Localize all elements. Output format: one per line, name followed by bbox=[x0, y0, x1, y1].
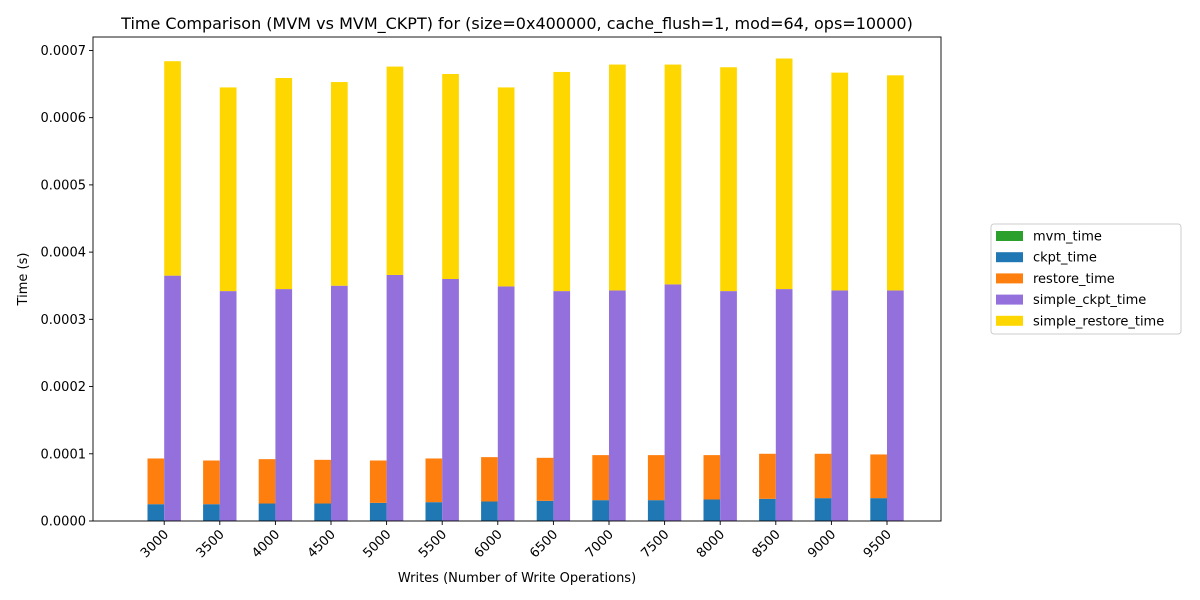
y-tick-label: 0.0003 bbox=[41, 313, 87, 328]
bar-restore-time-4500 bbox=[314, 459, 331, 504]
bar-restore-time-9000 bbox=[814, 453, 832, 499]
bar-restore-time-6000 bbox=[481, 457, 498, 502]
legend-swatch-ckpt-time bbox=[996, 252, 1023, 263]
bar-ckpt-time-5500 bbox=[425, 502, 443, 521]
bar-ckpt-time-3500 bbox=[203, 504, 220, 521]
legend-label-mvm-time: mvm_time bbox=[1033, 230, 1102, 245]
bar-ckpt-time-3000 bbox=[147, 504, 165, 521]
bar-simple-ckpt-time-4000 bbox=[275, 289, 293, 521]
y-axis: 0.0000 0.0001 0.0002 0.0003 0.0004 0.0005 0.00… bbox=[41, 44, 93, 530]
bar-ckpt-time-4000 bbox=[258, 503, 276, 521]
legend-box bbox=[990, 223, 1182, 335]
bar-simple-ckpt-time-7500 bbox=[664, 284, 682, 521]
bar-restore-time-8500 bbox=[759, 453, 776, 499]
x-tick-label-5000: 5000 bbox=[360, 527, 394, 561]
bar-simple-restore-time-6500 bbox=[553, 71, 571, 292]
bar-simple-ckpt-time-6000 bbox=[497, 286, 515, 521]
bar-restore-time-3000 bbox=[147, 458, 165, 505]
bar-simple-restore-time-7000 bbox=[609, 64, 626, 291]
bar-simple-restore-time-5000 bbox=[386, 66, 404, 275]
x-tick-label-9500: 9500 bbox=[861, 527, 895, 561]
bar-simple-restore-time-6000 bbox=[497, 87, 515, 287]
bar-simple-ckpt-time-6500 bbox=[553, 291, 571, 521]
bar-ckpt-time-6500 bbox=[536, 500, 554, 521]
legend: mvm_time ckpt_time restore_time simple_ckpt… bbox=[990, 223, 1182, 335]
bar-simple-ckpt-time-3000 bbox=[164, 275, 181, 521]
y-tick-label: 0.0006 bbox=[41, 111, 87, 126]
x-tick-label-8000: 8000 bbox=[694, 527, 728, 561]
legend-label-ckpt-time: ckpt_time bbox=[1033, 251, 1097, 266]
bar-simple-ckpt-time-4500 bbox=[331, 285, 348, 521]
bar-restore-time-3500 bbox=[203, 460, 220, 505]
x-tick-label-3500: 3500 bbox=[194, 527, 228, 561]
legend-swatch-simple-ckpt-time bbox=[996, 294, 1023, 305]
bar-restore-time-6500 bbox=[536, 457, 554, 501]
legend-swatch-mvm-time bbox=[996, 231, 1023, 241]
y-tick-label: 0.0001 bbox=[41, 447, 87, 462]
bar-ckpt-time-7500 bbox=[647, 500, 665, 521]
x-tick-label-7000: 7000 bbox=[583, 527, 617, 561]
y-tick-label: 0.0000 bbox=[41, 515, 87, 530]
bar-simple-ckpt-time-8500 bbox=[775, 289, 793, 521]
bar-simple-restore-time-4500 bbox=[331, 82, 348, 286]
legend-label-restore-time: restore_time bbox=[1033, 272, 1115, 287]
bar-ckpt-time-9000 bbox=[814, 498, 832, 521]
bar-restore-time-7000 bbox=[592, 455, 609, 501]
bar-simple-restore-time-9500 bbox=[887, 75, 904, 291]
bar-simple-restore-time-3500 bbox=[219, 87, 237, 292]
bar-simple-ckpt-time-3500 bbox=[219, 291, 237, 521]
x-tick-label-4000: 4000 bbox=[249, 527, 283, 561]
bar-restore-time-7500 bbox=[647, 455, 665, 501]
y-axis-label: Time (s) bbox=[16, 253, 31, 307]
legend-label-simple-restore-time: simple_restore_time bbox=[1033, 314, 1164, 329]
bar-simple-restore-time-5500 bbox=[442, 73, 459, 279]
legend-swatch-simple-restore-time bbox=[996, 315, 1023, 326]
chart-title: Time Comparison (MVM vs MVM_CKPT) for (s… bbox=[120, 14, 913, 34]
x-tick-label-8500: 8500 bbox=[750, 527, 784, 561]
bar-simple-ckpt-time-5500 bbox=[442, 279, 459, 521]
bar-simple-restore-time-4000 bbox=[275, 78, 293, 290]
bar-restore-time-8000 bbox=[703, 455, 721, 500]
bar-simple-restore-time-8500 bbox=[775, 58, 793, 290]
legend-swatch-restore-time bbox=[996, 273, 1023, 284]
bar-simple-restore-time-3000 bbox=[164, 61, 181, 276]
plot-frame bbox=[92, 36, 942, 522]
x-tick-label-5500: 5500 bbox=[416, 527, 450, 561]
x-axis-label: Writes (Number of Write Operations) bbox=[398, 571, 636, 586]
bar-ckpt-time-6000 bbox=[481, 501, 498, 521]
bar-ckpt-time-4500 bbox=[314, 503, 331, 521]
x-tick-label-3000: 3000 bbox=[138, 527, 172, 561]
bar-simple-ckpt-time-9500 bbox=[887, 290, 904, 521]
bar-ckpt-time-7000 bbox=[592, 500, 609, 521]
plot-area bbox=[92, 36, 942, 522]
bar-ckpt-time-5000 bbox=[369, 502, 387, 521]
bar-restore-time-5000 bbox=[369, 460, 387, 503]
legend-label-simple-ckpt-time: simple_ckpt_time bbox=[1033, 293, 1146, 308]
bar-restore-time-9500 bbox=[870, 454, 887, 499]
x-tick-label-6000: 6000 bbox=[472, 527, 506, 561]
x-tick-label-6500: 6500 bbox=[527, 527, 561, 561]
bar-simple-ckpt-time-8000 bbox=[720, 291, 737, 521]
bar-simple-restore-time-7500 bbox=[664, 64, 682, 285]
bar-restore-time-5500 bbox=[425, 458, 443, 503]
bar-ckpt-time-8000 bbox=[703, 499, 721, 521]
bar-simple-ckpt-time-5000 bbox=[386, 274, 404, 521]
bar-restore-time-4000 bbox=[258, 459, 276, 504]
y-tick-label: 0.0004 bbox=[41, 246, 87, 261]
bar-simple-ckpt-time-9000 bbox=[831, 290, 849, 521]
x-tick-label-9000: 9000 bbox=[805, 527, 839, 561]
y-tick-label: 0.0005 bbox=[41, 178, 87, 193]
x-axis: 3000 3500 4000 4500 5000 5500 6000 6500 7000 7500… bbox=[138, 521, 895, 561]
x-tick-label-7500: 7500 bbox=[638, 527, 672, 561]
x-tick-label-4500: 4500 bbox=[305, 527, 339, 561]
bar-ckpt-time-8500 bbox=[759, 498, 776, 521]
bar-simple-restore-time-9000 bbox=[831, 72, 849, 291]
bar-ckpt-time-9500 bbox=[870, 498, 887, 521]
bar-simple-ckpt-time-7000 bbox=[609, 290, 626, 521]
y-tick-label: 0.0002 bbox=[41, 380, 87, 395]
y-tick-label: 0.0007 bbox=[41, 44, 87, 59]
bar-simple-restore-time-8000 bbox=[720, 67, 737, 292]
